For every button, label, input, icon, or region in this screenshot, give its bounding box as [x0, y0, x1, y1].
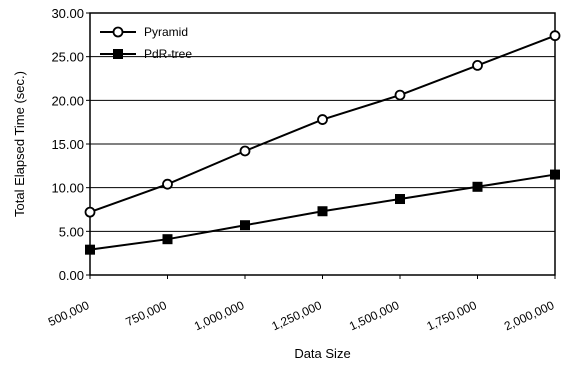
- series-pdr-tree: [85, 169, 560, 255]
- data-point: [162, 234, 173, 245]
- data-point: [472, 60, 483, 71]
- legend-item: Pyramid: [100, 25, 188, 39]
- data-point: [84, 206, 96, 218]
- y-axis-ticks: 0.00 5.00 10.00 15.00 20.00 25.00 30.00: [51, 6, 90, 283]
- data-point: [162, 178, 173, 190]
- data-point: [472, 181, 483, 192]
- x-axis-label: Data Size: [294, 346, 350, 361]
- data-point: [240, 220, 250, 231]
- data-point: [239, 145, 251, 157]
- x-tick-label: 2,000,000: [502, 298, 557, 333]
- x-tick-label: 1,000,000: [192, 298, 247, 333]
- data-point: [550, 169, 560, 180]
- y-axis-label: Total Elapsed Time (sec.): [12, 71, 27, 217]
- y-tick-label: 25.00: [51, 50, 84, 65]
- x-tick-label: 750,000: [124, 298, 170, 329]
- data-point: [317, 114, 328, 125]
- data-point: [394, 89, 406, 101]
- x-tick-label: 500,000: [46, 298, 92, 329]
- series-layer: [84, 30, 561, 255]
- data-point: [317, 206, 328, 217]
- x-tick-label: 1,500,000: [347, 298, 402, 333]
- y-tick-label: 0.00: [59, 268, 84, 283]
- y-tick-label: 20.00: [51, 93, 84, 108]
- y-tick-label: 5.00: [59, 224, 84, 239]
- x-tick-label: 1,750,000: [424, 298, 479, 333]
- x-tick-label: 1,250,000: [269, 298, 324, 333]
- legend-marker: [112, 26, 124, 38]
- legend-label: Pyramid: [144, 25, 188, 39]
- data-point: [395, 194, 405, 205]
- y-tick-label: 15.00: [51, 137, 84, 152]
- legend-marker: [113, 49, 123, 59]
- y-tick-label: 10.00: [51, 181, 84, 196]
- x-axis-ticks: 500,000 750,000 1,000,000 1,250,000 1,500,00…: [46, 275, 557, 333]
- legend-label: PdR-tree: [144, 47, 192, 61]
- y-tick-label: 30.00: [51, 6, 84, 21]
- legend-item: PdR-tree: [100, 47, 192, 61]
- data-point: [85, 244, 95, 255]
- gridlines: [90, 56, 555, 232]
- data-point: [549, 30, 561, 42]
- legend: Pyramid PdR-tree: [100, 25, 192, 61]
- series-pyramid: [84, 30, 561, 218]
